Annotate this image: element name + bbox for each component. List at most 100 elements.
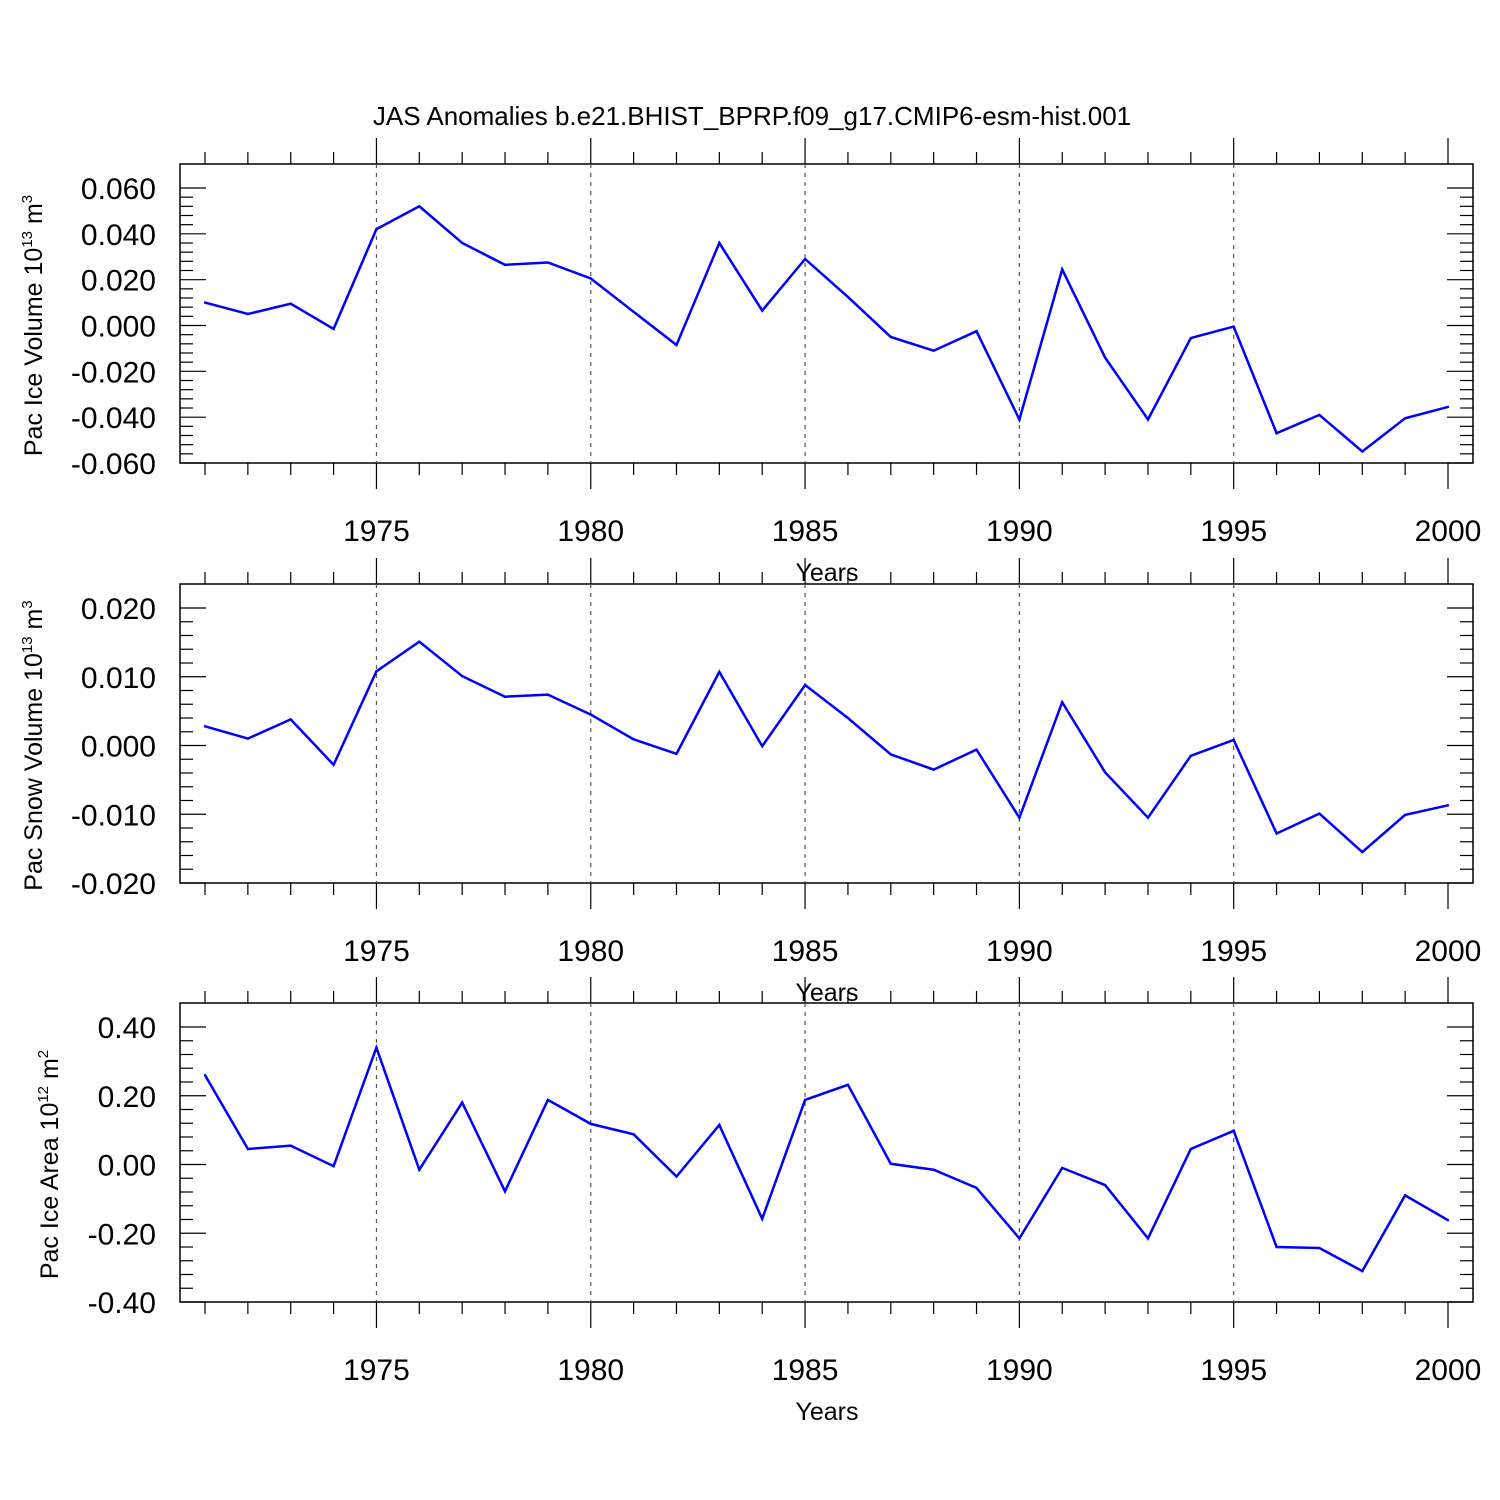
data-point — [803, 1098, 807, 1102]
y-tick-label: -0.020 — [71, 356, 156, 389]
data-point — [718, 1123, 721, 1127]
data-point — [632, 738, 635, 741]
data-point — [632, 1133, 635, 1136]
data-point — [246, 312, 250, 316]
y-tick-label: 0.20 — [98, 1081, 156, 1114]
data-point — [1103, 1183, 1107, 1187]
series-line — [204, 204, 1449, 454]
data-point — [332, 327, 335, 331]
chart-title: JAS Anomalies b.e21.BHIST_BPRP.f09_g17.C… — [373, 101, 1131, 131]
data-point — [246, 737, 250, 740]
data-point — [718, 241, 721, 245]
data-point — [1446, 804, 1450, 807]
data-point — [289, 1144, 292, 1147]
data-point — [1446, 1218, 1450, 1222]
y-axis-label: Pac Ice Volume 1013 m3 — [19, 195, 48, 456]
data-point — [1403, 417, 1407, 420]
data-point — [1189, 1147, 1193, 1151]
data-point — [289, 302, 292, 305]
data-point — [803, 257, 807, 261]
data-point — [761, 744, 764, 748]
y-tick-label: 0.040 — [81, 219, 156, 252]
x-axis-label: Years — [795, 1398, 858, 1426]
data-point — [1403, 1194, 1407, 1197]
x-tick-label: 1975 — [343, 1354, 410, 1387]
data-point — [246, 1147, 250, 1151]
data-point — [932, 768, 935, 771]
data-point — [375, 670, 378, 673]
panel-snow-volume: 1975 1980 1985 1990 1995 2000Years0.0200.0100… — [19, 558, 1481, 1007]
data-point — [418, 640, 421, 643]
data-point — [1446, 405, 1450, 409]
x-tick-label: 1990 — [986, 1354, 1053, 1387]
x-tick-label: 1985 — [772, 935, 839, 968]
x-tick-label: 2000 — [1415, 515, 1482, 548]
data-point — [975, 748, 978, 751]
x-tick-label: 1980 — [557, 935, 624, 968]
data-point — [203, 301, 207, 304]
data-point — [1275, 432, 1278, 435]
x-tick-label: 2000 — [1415, 1354, 1482, 1387]
data-point — [1189, 754, 1193, 758]
data-point — [1232, 1129, 1235, 1133]
y-tick-label: -0.020 — [71, 868, 156, 901]
data-point — [460, 674, 464, 678]
x-tick-label: 1980 — [557, 1354, 624, 1387]
data-point — [889, 753, 892, 756]
x-tick-label: 1975 — [343, 935, 410, 968]
x-tick-label: 1995 — [1200, 935, 1267, 968]
y-tick-label: 0.060 — [81, 173, 156, 206]
data-point — [761, 309, 764, 312]
y-tick-label: -0.040 — [71, 402, 156, 435]
panel-ice-volume: 1975 1980 1985 1990 1995 2000Years0.0600.0400… — [19, 138, 1481, 587]
plot-frame — [179, 1002, 1474, 1303]
plot-frame — [179, 163, 1474, 464]
y-tick-label: 0.000 — [81, 731, 156, 764]
data-point — [1103, 356, 1107, 359]
data-point — [1318, 812, 1321, 815]
data-point — [1061, 700, 1064, 704]
data-point — [1146, 816, 1150, 819]
data-point — [675, 343, 678, 347]
data-point — [932, 349, 935, 352]
data-point — [632, 310, 635, 313]
data-point — [1146, 1237, 1150, 1240]
data-point — [846, 1083, 850, 1086]
data-point — [1275, 1245, 1278, 1249]
data-point — [1061, 268, 1064, 271]
data-point — [1232, 325, 1235, 328]
data-point — [546, 261, 550, 264]
data-point — [718, 670, 721, 674]
data-point — [846, 716, 850, 720]
data-point — [803, 683, 807, 687]
plot-frame — [179, 583, 1474, 884]
data-point — [1318, 413, 1321, 417]
data-point — [289, 718, 292, 721]
y-tick-label: 0.020 — [81, 593, 156, 626]
data-point — [589, 1122, 592, 1126]
y-tick-label: 0.00 — [98, 1150, 156, 1183]
data-point — [1018, 816, 1021, 819]
data-point — [1232, 738, 1235, 742]
data-point — [889, 1162, 892, 1166]
series-line — [203, 1043, 1449, 1273]
data-point — [932, 1168, 935, 1171]
data-point — [203, 1073, 207, 1077]
data-point — [1361, 1269, 1364, 1273]
y-tick-label: 0.40 — [98, 1012, 156, 1045]
x-tick-label: 1985 — [772, 515, 839, 548]
y-tick-label: -0.060 — [71, 448, 156, 481]
data-point — [332, 763, 335, 766]
series-line — [204, 640, 1449, 854]
data-point — [589, 713, 592, 716]
data-point — [675, 752, 678, 755]
data-point — [1103, 771, 1107, 774]
y-tick-label: 0.010 — [81, 662, 156, 695]
data-point — [975, 1186, 978, 1190]
data-point — [846, 295, 850, 299]
panel-ice-area: 1975 1980 1985 1990 1995 2000 Years 0.40 0.20 0.0… — [35, 977, 1481, 1426]
x-tick-label: 2000 — [1415, 935, 1482, 968]
data-point — [889, 335, 892, 339]
data-point — [546, 1098, 550, 1102]
x-tick-label: 1995 — [1200, 515, 1267, 548]
